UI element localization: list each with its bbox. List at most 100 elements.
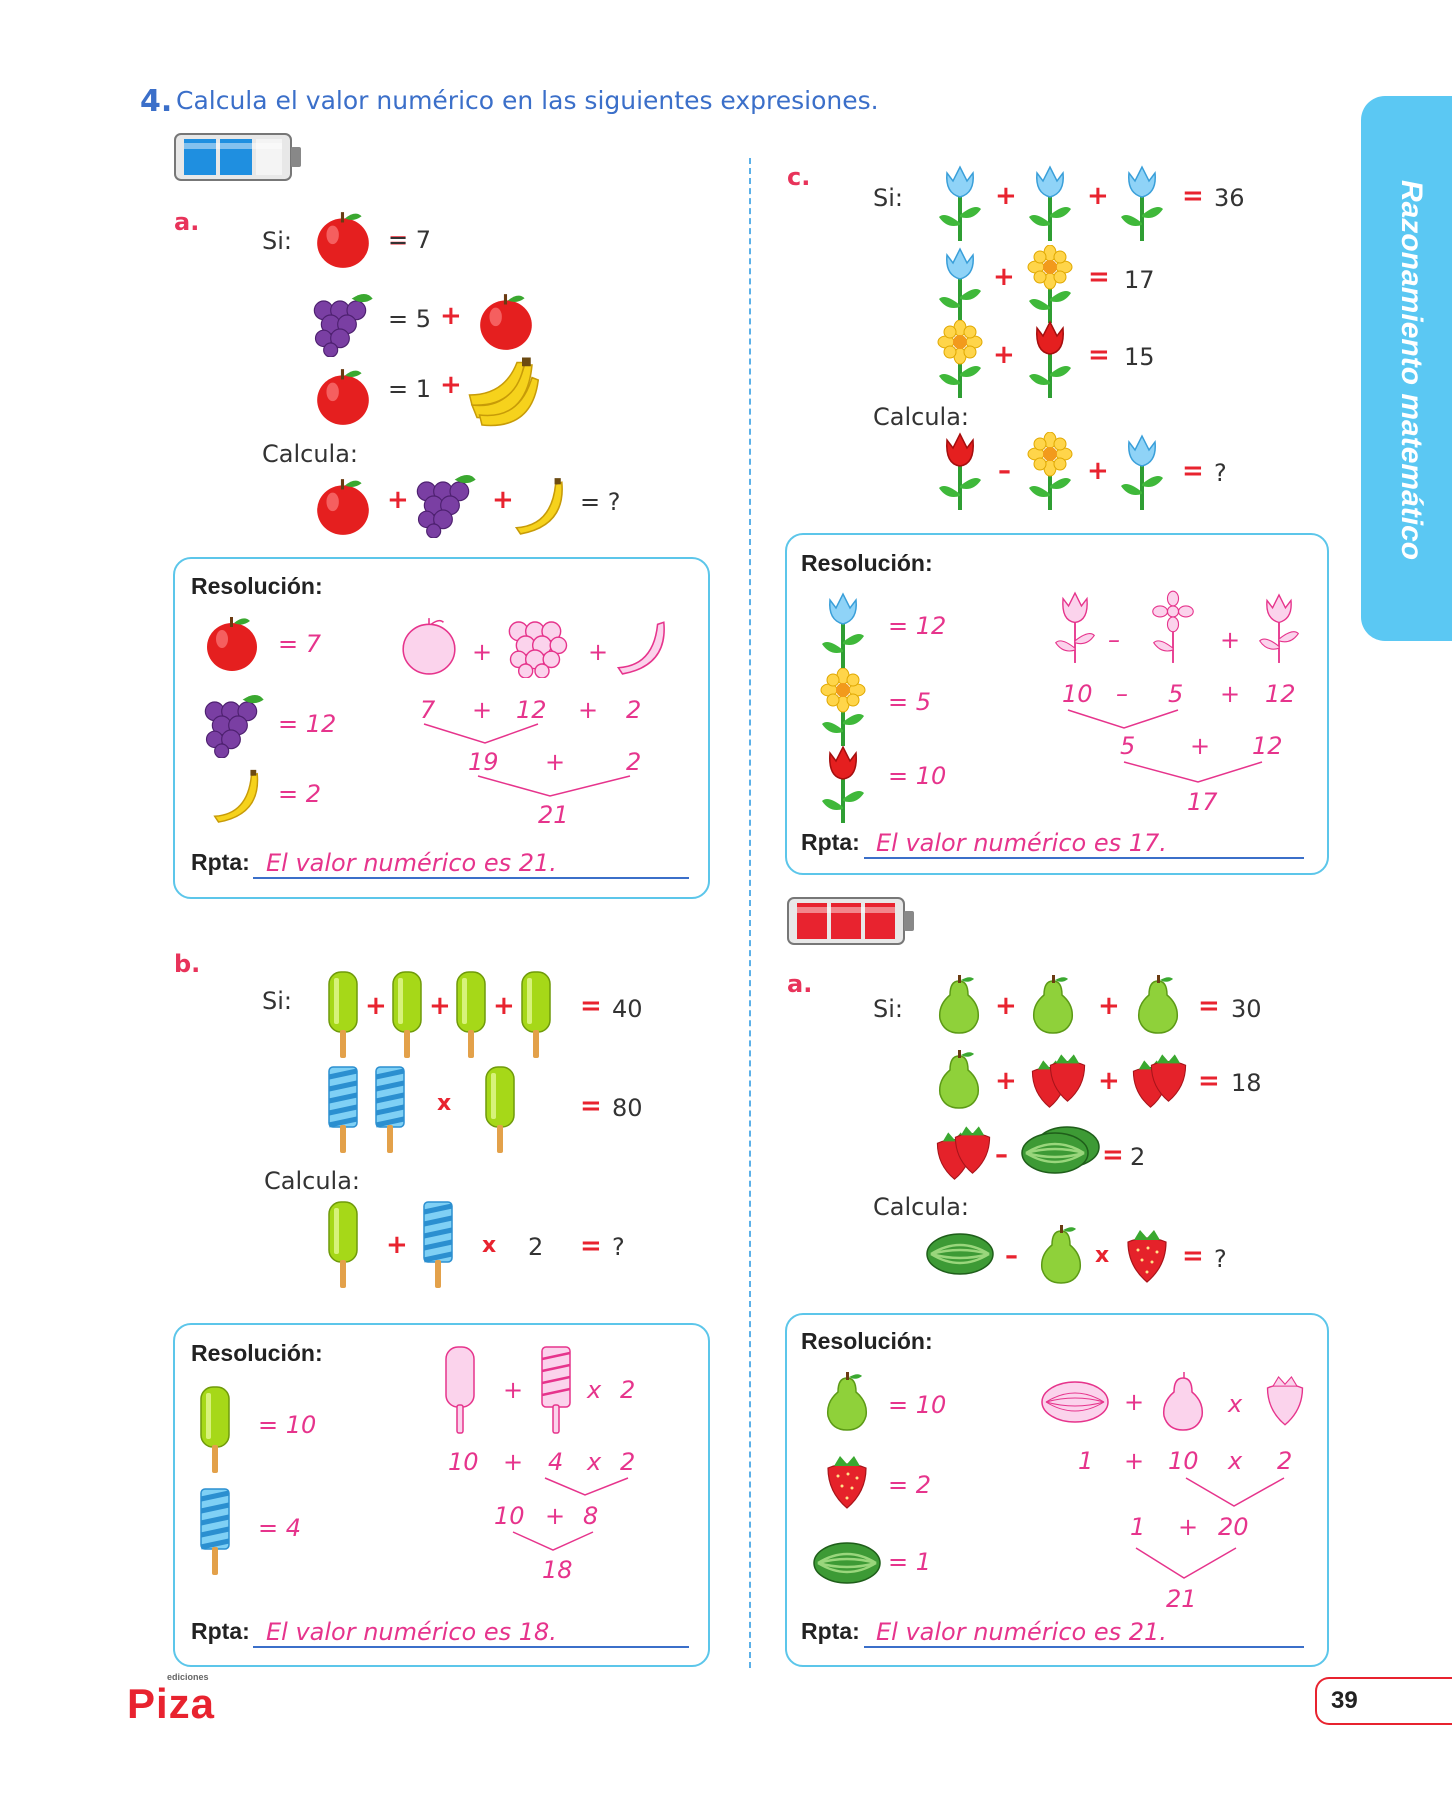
- eq-sign: =: [1088, 262, 1110, 292]
- plus-sign: +: [493, 991, 515, 1021]
- resolution-title: Resolución:: [801, 1328, 933, 1354]
- times-sign: x: [587, 1376, 602, 1404]
- res-pear-value: = 10: [888, 1391, 947, 1419]
- plus-sign: +: [1087, 181, 1109, 211]
- res-row3: 18: [542, 1556, 573, 1584]
- eq-sign: =: [1182, 456, 1204, 486]
- plus-sign: +: [387, 485, 409, 515]
- question-value: ?: [612, 1233, 625, 1261]
- rpta-label: Rpta:: [191, 849, 250, 875]
- calcula-label: Calcula:: [873, 1193, 969, 1221]
- label-b-left: b.: [174, 950, 201, 978]
- question-value: ?: [1214, 1245, 1227, 1273]
- res-row1-n1: 7: [420, 696, 436, 724]
- battery-cell-3: [256, 139, 282, 175]
- eq2-value: 80: [612, 1094, 643, 1122]
- answer-a-left: El valor numérico es 21.: [266, 849, 557, 877]
- battery-blue-icon: [174, 133, 301, 181]
- rpta-label: Rpta:: [801, 1618, 860, 1644]
- res-grapes-value: = 12: [278, 710, 337, 738]
- times-sign: x: [1228, 1390, 1243, 1418]
- eq1-value: 30: [1231, 995, 1262, 1023]
- res-row1-n2: 5: [1168, 680, 1184, 708]
- label-c-right: c.: [787, 163, 811, 191]
- plus-sign: +: [545, 1502, 566, 1530]
- question-number: 4.: [140, 84, 173, 119]
- plus-sign: +: [1220, 680, 1241, 708]
- plus-sign: +: [995, 1066, 1017, 1096]
- eq-sign: =: [580, 1231, 602, 1261]
- plus-sign: +: [993, 340, 1015, 370]
- res-row1-n2: 12: [516, 696, 547, 724]
- column-divider: [749, 158, 751, 1668]
- plus-sign: +: [503, 1448, 524, 1476]
- si-label: Si:: [262, 227, 292, 255]
- answer-underline: [864, 857, 1304, 859]
- answer-b-left: El valor numérico es 18.: [266, 1618, 557, 1646]
- plus-sign: +: [429, 991, 451, 1021]
- res-row3: 21: [1166, 1585, 1197, 1613]
- res-row1-n3: 2: [620, 1448, 636, 1476]
- answer-a-right: El valor numérico es 21.: [876, 1618, 1167, 1646]
- eq3-value: = 1: [388, 375, 432, 403]
- answer-c-right: El valor numérico es 17.: [876, 829, 1167, 857]
- res-green-value: = 10: [258, 1411, 317, 1439]
- plus-sign: +: [440, 370, 462, 400]
- plus-sign: +: [1098, 991, 1120, 1021]
- plus-sign: +: [440, 301, 462, 331]
- times-sign: x: [1228, 1447, 1243, 1475]
- res-watermelon-value: = 1: [888, 1548, 932, 1576]
- res-row2-n1: 19: [468, 748, 499, 776]
- si-label: Si:: [262, 987, 292, 1015]
- answer-underline: [864, 1646, 1304, 1648]
- res-blue-value: = 4: [258, 1514, 302, 1542]
- eq2-value: = 5: [388, 305, 432, 333]
- plus-sign: +: [1087, 456, 1109, 486]
- eq-sign: =: [580, 1091, 602, 1121]
- res-apple-value: = 7: [278, 630, 322, 658]
- eq1-value: = 7: [388, 226, 432, 254]
- res-row2-n2: 2: [626, 748, 642, 776]
- page-number: 39: [1331, 1687, 1358, 1714]
- res-row1-n1: 1: [1078, 1447, 1094, 1475]
- plus-sign: +: [1220, 626, 1241, 654]
- res-row1-n2: 10: [1168, 1447, 1199, 1475]
- eq3-value: 15: [1124, 343, 1155, 371]
- plus-sign: +: [1124, 1447, 1145, 1475]
- plus-sign: +: [1098, 1066, 1120, 1096]
- answer-underline: [253, 1646, 689, 1648]
- answer-underline: [253, 877, 689, 879]
- plus-sign: +: [588, 638, 609, 666]
- plus-sign: +: [995, 181, 1017, 211]
- eq-sign: =: [1182, 1241, 1204, 1271]
- res-row2-n2: 8: [583, 1502, 599, 1530]
- eq2-value: 18: [1231, 1069, 1262, 1097]
- question-value: ?: [1214, 459, 1227, 487]
- question-title: Calcula el valor numérico en las siguien…: [176, 86, 879, 115]
- calcula-label: Calcula:: [264, 1167, 360, 1195]
- eq1-value: 36: [1214, 184, 1245, 212]
- res-red-value: = 10: [888, 762, 947, 790]
- res-blue-value: = 12: [888, 612, 947, 640]
- page-number-tab: 39: [1315, 1677, 1452, 1725]
- eq-sign: =: [1182, 181, 1204, 211]
- mult-value: 2: [528, 1233, 544, 1261]
- side-tab: [1361, 96, 1452, 641]
- plus-sign: +: [1124, 1388, 1145, 1416]
- eq2-value: 17: [1124, 266, 1155, 294]
- plus-sign: +: [472, 638, 493, 666]
- resolution-box-c-right: [785, 533, 1329, 875]
- res-row2-n2: 20: [1218, 1513, 1249, 1541]
- res-row1-n3: 2: [626, 696, 642, 724]
- plus-sign: +: [365, 991, 387, 1021]
- eq-sign: =: [580, 991, 602, 1021]
- plus-sign: +: [993, 262, 1015, 292]
- resolution-title: Resolución:: [191, 573, 323, 599]
- plus-sign: +: [503, 1376, 524, 1404]
- publisher-logo: ediciones Piza: [127, 1672, 215, 1728]
- plus-sign: +: [545, 748, 566, 776]
- eq-sign: =: [1088, 340, 1110, 370]
- eq1-value: 40: [612, 995, 643, 1023]
